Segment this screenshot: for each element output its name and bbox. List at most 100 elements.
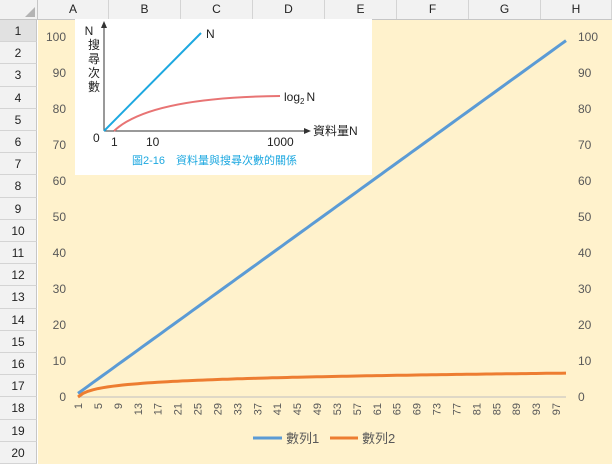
y-axis-right-tick-70: 70 (578, 138, 592, 152)
row-header-3[interactable]: 3 (0, 64, 37, 87)
inset-y-label-char-4: 次 (88, 66, 100, 80)
y-axis-right-tick-60: 60 (578, 174, 592, 188)
row-header-14[interactable]: 14 (0, 308, 37, 331)
select-all-triangle-icon (25, 7, 35, 17)
x-axis-tick-73: 73 (432, 403, 444, 415)
inset-log-line-label: log2 N (284, 90, 315, 106)
x-axis-tick-29: 29 (212, 403, 224, 415)
column-header-d[interactable]: D (253, 0, 325, 19)
x-axis-tick-9: 9 (113, 403, 125, 409)
x-axis-tick-13: 13 (133, 403, 145, 415)
inset-x-tick-10: 10 (146, 135, 160, 149)
column-header-c[interactable]: C (181, 0, 253, 19)
row-header-10[interactable]: 10 (0, 219, 37, 242)
row-header-13[interactable]: 13 (0, 286, 37, 309)
y-axis-right-tick-80: 80 (578, 102, 592, 116)
row-header-8[interactable]: 8 (0, 175, 37, 198)
x-axis-tick-61: 61 (372, 403, 384, 415)
x-axis-tick-17: 17 (153, 403, 165, 415)
y-axis-right-tick-0: 0 (578, 390, 585, 404)
row-header-12[interactable]: 12 (0, 264, 37, 287)
y-axis-left-tick-60: 60 (53, 174, 67, 188)
row-header-1[interactable]: 1 (0, 20, 37, 43)
column-header-f[interactable]: F (397, 0, 469, 19)
y-axis-left-tick-100: 100 (46, 30, 66, 44)
row-header-2[interactable]: 2 (0, 42, 37, 65)
y-axis-left-tick-70: 70 (53, 138, 67, 152)
inset-y-label-char-5: 數 (88, 80, 100, 94)
row-header-6[interactable]: 6 (0, 131, 37, 154)
x-axis-tick-33: 33 (232, 403, 244, 415)
x-axis-tick-57: 57 (352, 403, 364, 415)
y-axis-right-tick-90: 90 (578, 66, 592, 80)
inset-x-tick-1: 1 (111, 135, 118, 149)
inset-x-tick-1000: 1000 (267, 135, 294, 149)
inset-caption: 圖2-16 資料量與搜尋次數的關係 (132, 153, 297, 167)
x-axis-tick-21: 21 (173, 403, 185, 415)
y-axis-right-tick-50: 50 (578, 210, 592, 224)
y-axis-right-tick-40: 40 (578, 246, 592, 260)
row-header-7[interactable]: 7 (0, 153, 37, 176)
row-header-9[interactable]: 9 (0, 197, 37, 220)
legend-series-1-label: 數列1 (286, 431, 319, 446)
y-axis-left-tick-0: 0 (59, 390, 66, 404)
inset-y-label-char-3: 尋 (88, 52, 100, 66)
y-axis-left-tick-40: 40 (53, 246, 67, 260)
y-axis-left-tick-10: 10 (53, 354, 67, 368)
inset-y-axis-arrow-icon (101, 21, 107, 28)
x-axis-tick-65: 65 (392, 403, 404, 415)
x-axis-tick-69: 69 (412, 403, 424, 415)
inset-n-line (103, 32, 202, 132)
x-axis-tick-81: 81 (471, 403, 483, 415)
row-header-5[interactable]: 5 (0, 108, 37, 131)
x-axis-tick-37: 37 (252, 403, 264, 415)
column-header-e[interactable]: E (325, 0, 397, 19)
inset-x-axis-label: 資料量N (313, 124, 358, 138)
inset-log-curve (113, 95, 281, 132)
legend-series-2-label: 數列2 (362, 431, 395, 446)
row-header-20[interactable]: 20 (0, 441, 37, 464)
x-axis-tick-97: 97 (551, 403, 563, 415)
inset-y-label-char-1: N (85, 24, 94, 38)
x-axis-tick-77: 77 (451, 403, 463, 415)
inset-figure-image[interactable]: N 搜 尋 次 數 N log2 N 0 1 10 1000 資料量N 圖2-16… (75, 19, 372, 175)
y-axis-right-tick-20: 20 (578, 318, 592, 332)
series-1-line[interactable] (77, 39, 567, 395)
column-header-b[interactable]: B (109, 0, 181, 19)
inset-x-axis-arrow-icon (304, 128, 311, 134)
x-axis-tick-89: 89 (511, 403, 523, 415)
select-all-corner[interactable] (0, 0, 38, 19)
y-axis-left-tick-50: 50 (53, 210, 67, 224)
y-axis-right-tick-10: 10 (578, 354, 592, 368)
series-2-line[interactable] (77, 371, 567, 399)
y-axis-left-tick-20: 20 (53, 318, 67, 332)
y-axis-right-tick-100: 100 (578, 30, 598, 44)
y-axis-left-tick-80: 80 (53, 102, 67, 116)
row-header-19[interactable]: 19 (0, 419, 37, 442)
x-axis-tick-49: 49 (312, 403, 324, 415)
x-axis-tick-85: 85 (491, 403, 503, 415)
row-header-17[interactable]: 17 (0, 375, 37, 398)
inset-y-label-char-2: 搜 (88, 37, 100, 52)
row-header-16[interactable]: 16 (0, 353, 37, 376)
y-axis-right-tick-30: 30 (578, 282, 592, 296)
x-axis-tick-5: 5 (93, 403, 105, 409)
legend[interactable]: 數列1 數列2 (253, 431, 395, 446)
y-axis-left-tick-90: 90 (53, 66, 67, 80)
x-axis-tick-1: 1 (73, 403, 85, 409)
inset-origin-label: 0 (93, 131, 100, 145)
row-header-15[interactable]: 15 (0, 330, 37, 353)
row-header-11[interactable]: 11 (0, 242, 37, 265)
row-header-4[interactable]: 4 (0, 86, 37, 109)
x-axis-tick-45: 45 (292, 403, 304, 415)
inset-n-line-label: N (206, 27, 215, 41)
x-axis-tick-41: 41 (272, 403, 284, 415)
column-header-g[interactable]: G (469, 0, 541, 19)
x-axis-tick-25: 25 (193, 403, 205, 415)
x-axis-tick-93: 93 (531, 403, 543, 415)
inset-figure-svg: N 搜 尋 次 數 N log2 N 0 1 10 1000 資料量N 圖2-16… (85, 21, 358, 167)
column-header-a[interactable]: A (38, 0, 109, 19)
row-header-18[interactable]: 18 (0, 397, 37, 420)
